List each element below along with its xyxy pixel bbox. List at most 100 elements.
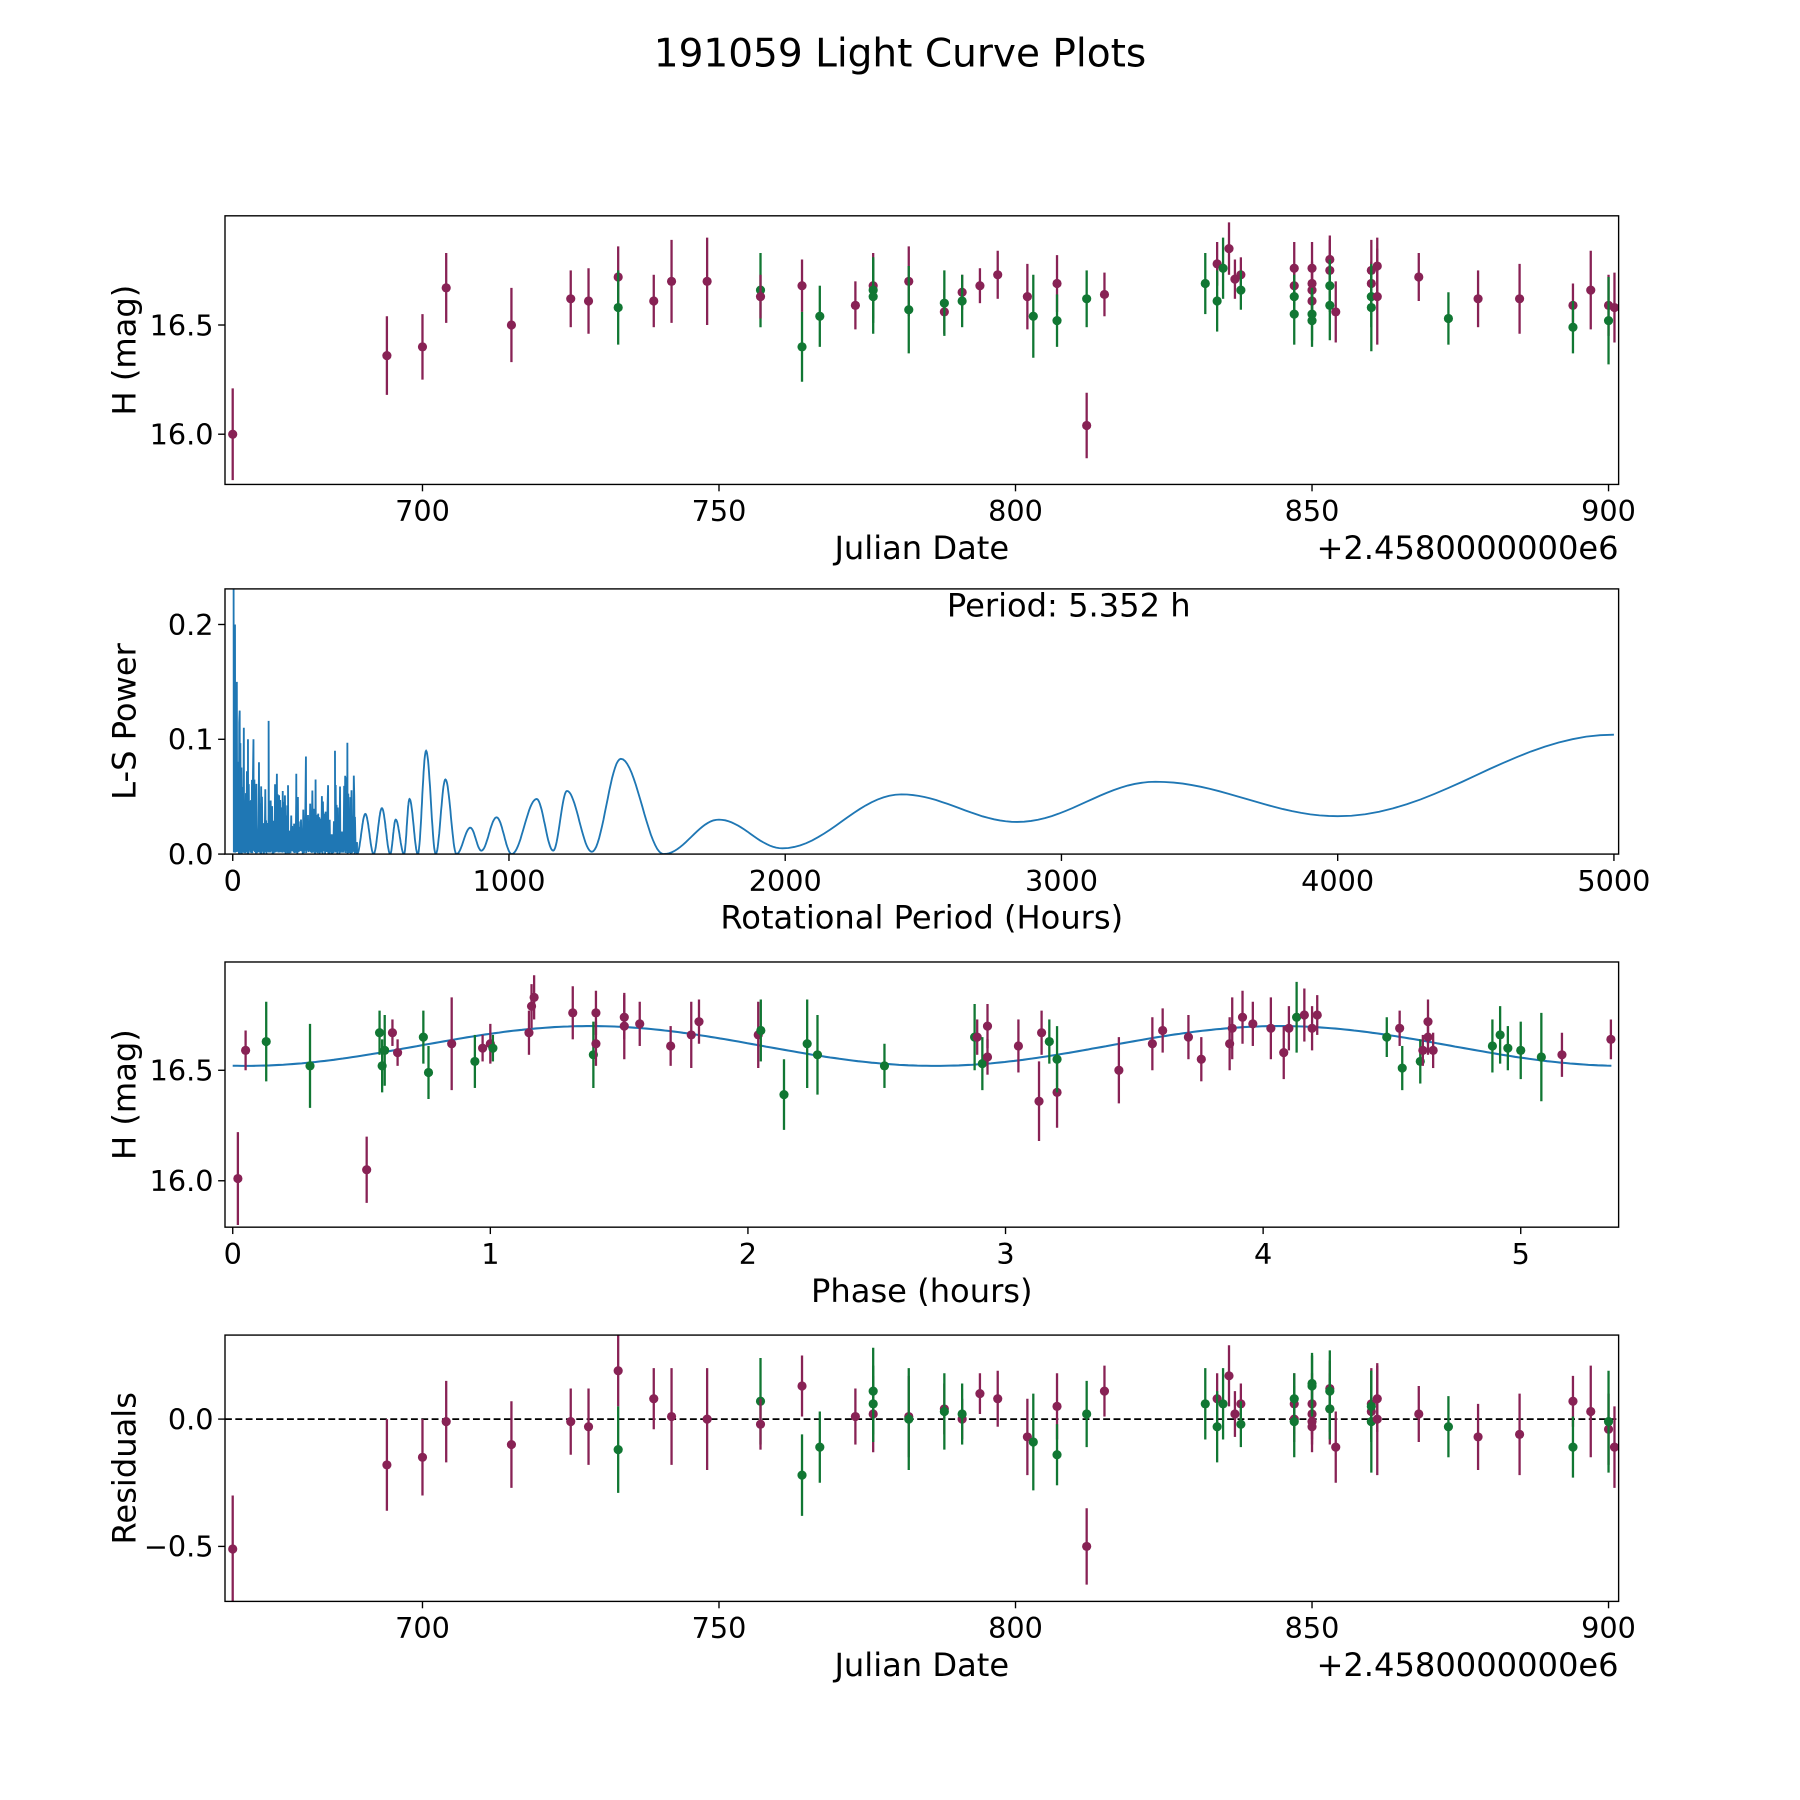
point-marker <box>506 1439 517 1450</box>
data-point <box>1082 1508 1092 1585</box>
point-marker <box>1372 1414 1382 1424</box>
data-point <box>755 1398 766 1450</box>
model-fit-curve <box>232 1025 1612 1067</box>
x-axis-label: Phase (hours) <box>811 1272 1033 1310</box>
data-point <box>1372 248 1382 345</box>
data-point <box>1237 990 1248 1044</box>
data-point <box>362 1136 372 1203</box>
point-marker <box>380 1045 390 1055</box>
point-marker <box>417 1452 428 1462</box>
data-point <box>1418 1034 1428 1066</box>
point-marker <box>1028 311 1038 321</box>
data-point <box>977 1037 987 1091</box>
data-point <box>756 999 766 1062</box>
point-marker <box>583 1422 594 1432</box>
point-marker <box>241 1045 251 1055</box>
data-point <box>1292 981 1302 1053</box>
point-marker <box>815 1442 825 1452</box>
x-tick-label: 1 <box>481 1237 499 1271</box>
point-marker <box>1414 272 1424 282</box>
y-tick-label: 16.0 <box>150 418 214 452</box>
data-point <box>797 1355 807 1417</box>
light-curve-panel: 700 750 800 850 900 16.0 16.5 Julian Date H (mag… <box>105 215 1636 567</box>
data-point <box>702 237 712 326</box>
point-marker <box>879 1061 890 1071</box>
data-point <box>613 270 623 345</box>
data-point <box>418 1010 428 1064</box>
point-marker <box>1395 1023 1405 1033</box>
point-marker <box>904 1414 914 1424</box>
data-point <box>1568 300 1578 354</box>
data-point <box>566 270 576 328</box>
plot-area <box>232 589 1614 855</box>
point-marker <box>613 302 623 313</box>
point-marker <box>613 1366 623 1376</box>
period-annotation: Period: 5.352 h <box>947 586 1191 624</box>
point-marker <box>1183 1032 1194 1042</box>
point-marker <box>393 1048 403 1058</box>
data-point <box>1236 270 1246 310</box>
point-marker <box>1397 1063 1407 1073</box>
data-point <box>1212 270 1222 332</box>
data-point <box>1200 252 1210 315</box>
point-marker <box>1331 307 1341 317</box>
axes-frame <box>224 1334 1620 1603</box>
point-marker <box>850 1411 860 1422</box>
data-point <box>1414 1385 1424 1443</box>
data-point <box>686 1001 696 1069</box>
data-point <box>694 999 704 1044</box>
point-marker <box>1366 302 1376 313</box>
point-marker <box>1236 1419 1246 1429</box>
point-marker <box>1307 1023 1317 1033</box>
data-point <box>441 1380 451 1463</box>
plot-area <box>232 975 1616 1225</box>
point-marker <box>975 1389 985 1399</box>
data-point <box>1366 263 1376 352</box>
data-point <box>568 986 578 1040</box>
data-point <box>1443 1396 1454 1458</box>
data-point <box>957 274 967 328</box>
point-marker <box>1325 300 1335 310</box>
point-marker <box>1114 1065 1124 1075</box>
data-point <box>1514 1393 1525 1476</box>
data-point <box>939 270 949 336</box>
point-marker <box>1495 1030 1505 1040</box>
data-point <box>423 1045 434 1099</box>
data-point <box>233 1132 243 1225</box>
point-marker <box>613 1445 623 1455</box>
point-marker <box>1227 1023 1237 1033</box>
x-tick-label: 900 <box>1581 494 1636 528</box>
data-point <box>972 1019 982 1055</box>
data-point <box>755 274 766 319</box>
point-marker <box>1044 1036 1054 1047</box>
point-marker <box>666 1411 677 1422</box>
point-marker <box>1289 1417 1299 1427</box>
point-marker <box>1158 1025 1168 1036</box>
point-marker <box>591 1008 601 1018</box>
x-tick-label: 750 <box>692 494 747 528</box>
point-marker <box>1414 1409 1424 1419</box>
data-point <box>1028 274 1038 358</box>
data-point <box>1307 1006 1317 1051</box>
data-point <box>702 1368 712 1471</box>
point-marker <box>1312 1010 1322 1020</box>
data-point <box>1325 270 1335 341</box>
data-point <box>1284 1006 1294 1051</box>
point-marker <box>1289 309 1299 319</box>
data-point <box>1307 294 1317 347</box>
x-offset-label: +2.4580000000e6 <box>1316 1646 1618 1684</box>
point-marker <box>1325 1386 1335 1396</box>
data-point <box>1382 1017 1392 1058</box>
data-point <box>447 997 457 1091</box>
data-point <box>1299 988 1309 1042</box>
data-point <box>382 1419 392 1511</box>
point-marker <box>1382 1032 1392 1042</box>
data-point <box>1266 997 1276 1060</box>
point-marker <box>1418 1045 1428 1055</box>
point-marker <box>666 276 677 286</box>
data-point <box>1603 1370 1614 1473</box>
point-marker <box>975 281 985 291</box>
point-marker <box>1473 1432 1483 1442</box>
data-point <box>1034 1061 1044 1141</box>
point-marker <box>797 281 807 291</box>
